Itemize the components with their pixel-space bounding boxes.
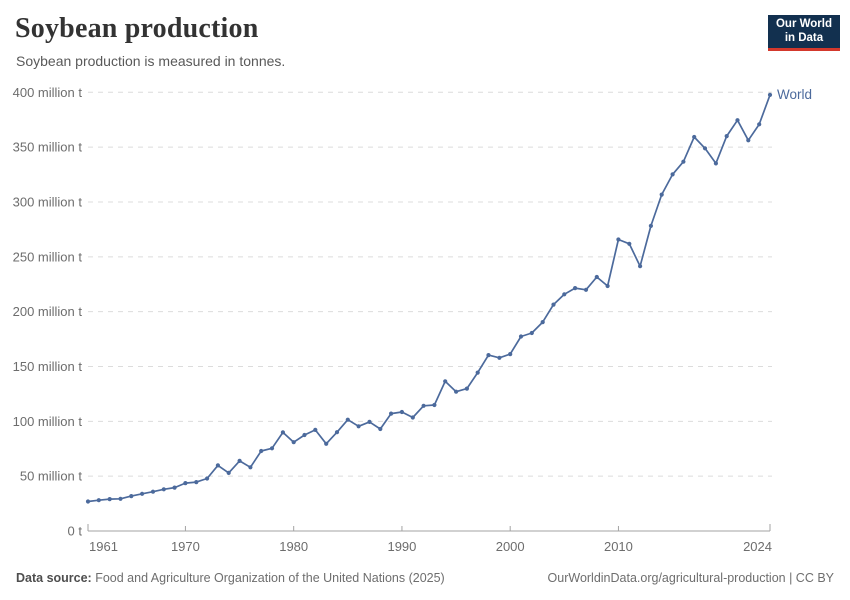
data-point-1967[interactable] [150, 489, 156, 494]
data-point-2007[interactable] [583, 287, 589, 292]
data-point-2020[interactable] [724, 134, 729, 139]
x-axis-tick-label: 1961 [89, 539, 118, 554]
y-axis-tick-label: 350 million t [13, 140, 83, 155]
data-point-2015[interactable] [670, 172, 675, 177]
data-point-2010[interactable] [616, 237, 621, 242]
data-point-2006[interactable] [573, 286, 578, 291]
data-point-1978[interactable] [269, 446, 275, 451]
y-axis-tick-label: 50 million t [20, 469, 83, 484]
y-axis-tick-label: 400 million t [13, 85, 83, 100]
data-point-2005[interactable] [562, 292, 567, 297]
data-point-1998[interactable] [486, 353, 491, 358]
x-axis-tick-label: 2010 [604, 539, 633, 554]
data-point-1973[interactable] [215, 463, 220, 468]
data-point-2021[interactable] [735, 118, 740, 123]
data-point-1966[interactable] [140, 491, 145, 496]
data-point-1995[interactable] [454, 389, 459, 394]
y-axis-tick-label: 100 million t [13, 414, 83, 429]
y-axis-tick-label: 150 million t [13, 359, 83, 374]
data-point-1990[interactable] [399, 409, 404, 415]
data-point-2019[interactable] [713, 161, 719, 166]
data-point-2024[interactable] [767, 92, 773, 97]
data-point-2012[interactable] [638, 264, 643, 269]
series-label-world: World [777, 87, 812, 102]
data-point-1984[interactable] [334, 430, 340, 435]
data-point-1965[interactable] [129, 494, 134, 499]
chart-subtitle: Soybean production is measured in tonnes… [16, 53, 286, 69]
owid-url-link[interactable]: OurWorldinData.org/agricultural-producti… [547, 571, 834, 585]
data-point-2017[interactable] [692, 134, 697, 140]
data-point-1969[interactable] [172, 485, 177, 490]
data-point-1993[interactable] [432, 402, 437, 408]
data-point-1996[interactable] [464, 386, 469, 391]
data-point-2009[interactable] [605, 283, 610, 289]
data-point-1968[interactable] [161, 487, 166, 492]
data-source-label: Data source: [16, 571, 92, 585]
data-point-1963[interactable] [107, 497, 112, 502]
data-point-1971[interactable] [194, 480, 199, 485]
data-source-value: Food and Agriculture Organization of the… [91, 571, 445, 585]
data-point-2003[interactable] [540, 320, 545, 325]
data-point-2018[interactable] [702, 146, 708, 151]
data-source-note: Data source: Food and Agriculture Organi… [16, 571, 445, 585]
data-point-1987[interactable] [367, 419, 372, 424]
x-axis-tick-label: 2000 [496, 539, 525, 554]
owid-logo[interactable]: Our World in Data [768, 15, 840, 51]
x-axis-tick-label: 1970 [171, 539, 200, 554]
data-point-1975[interactable] [237, 458, 242, 463]
data-point-1986[interactable] [356, 424, 361, 429]
data-point-1997[interactable] [475, 370, 480, 375]
data-point-1974[interactable] [226, 470, 231, 475]
data-point-1991[interactable] [410, 415, 415, 420]
data-point-2011[interactable] [627, 241, 632, 246]
data-point-1961[interactable] [85, 499, 91, 504]
data-point-2008[interactable] [594, 274, 599, 280]
data-point-1992[interactable] [421, 403, 426, 408]
x-axis-tick-label: 1990 [387, 539, 416, 554]
data-point-1970[interactable] [183, 481, 188, 486]
data-point-2001[interactable] [518, 334, 524, 339]
x-axis-tick-label: 1980 [279, 539, 308, 554]
data-point-1985[interactable] [345, 417, 350, 422]
data-point-1989[interactable] [389, 411, 394, 416]
data-point-1994[interactable] [443, 379, 448, 384]
owid-logo-text: Our World in Data [775, 18, 832, 44]
data-point-1962[interactable] [96, 498, 101, 503]
y-axis-tick-label: 0 t [68, 524, 83, 539]
world-series-line [87, 94, 771, 503]
data-point-2023[interactable] [757, 122, 762, 127]
chart-title: Soybean production [15, 13, 259, 44]
data-point-1979[interactable] [280, 430, 285, 435]
data-point-1976[interactable] [248, 465, 253, 470]
data-point-2002[interactable] [529, 330, 534, 336]
data-point-2022[interactable] [746, 138, 751, 143]
data-point-2000[interactable] [508, 352, 513, 357]
data-point-2013[interactable] [648, 223, 654, 228]
x-axis-tick-label: 2024 [743, 539, 772, 554]
data-point-1964[interactable] [118, 496, 123, 501]
data-point-2014[interactable] [659, 192, 664, 197]
data-point-1982[interactable] [313, 427, 318, 432]
data-point-2016[interactable] [681, 159, 686, 164]
chart-footer: Data source: Food and Agriculture Organi… [0, 566, 850, 600]
y-axis-tick-label: 200 million t [13, 304, 83, 319]
data-point-2004[interactable] [551, 302, 556, 307]
data-point-1999[interactable] [497, 355, 502, 360]
data-point-1988[interactable] [378, 426, 383, 432]
y-axis-tick-label: 300 million t [13, 194, 83, 209]
data-point-1981[interactable] [302, 432, 307, 438]
data-point-1980[interactable] [291, 440, 296, 445]
y-axis-tick-label: 250 million t [13, 249, 83, 264]
data-point-1977[interactable] [259, 448, 264, 454]
data-point-1972[interactable] [205, 476, 210, 481]
data-point-1983[interactable] [324, 441, 329, 446]
